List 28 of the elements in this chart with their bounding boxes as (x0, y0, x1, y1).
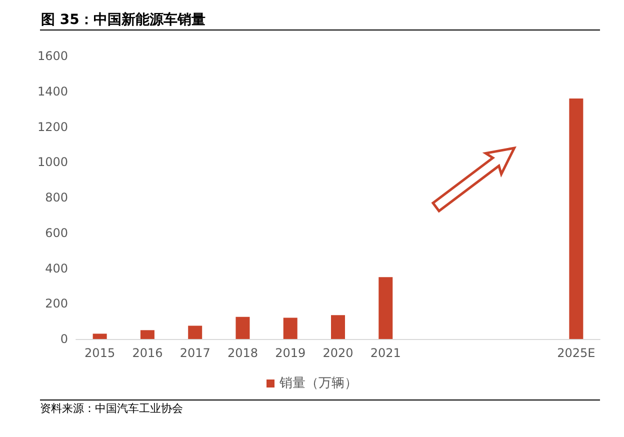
y-tick-label: 0 (60, 332, 68, 346)
x-tick-label: 2016 (132, 346, 163, 360)
y-tick-label: 1000 (37, 155, 68, 170)
chart-title: 图 35：中国新能源车销量 (41, 11, 206, 28)
x-tick-label: 2020 (322, 346, 354, 360)
x-tick-label: 2017 (180, 346, 210, 360)
y-tick-label: 1200 (37, 120, 68, 134)
x-tick-label: 2015 (84, 346, 116, 360)
x-tick-label: 2025E (557, 346, 596, 360)
x-tick-label: 2019 (275, 346, 306, 360)
text: 资料来源：中国汽车工业协会 (40, 402, 183, 415)
y-tick-label: 1600 (37, 49, 68, 63)
bar (331, 315, 345, 339)
bar (569, 98, 584, 339)
bar (188, 326, 202, 339)
y-tick-label: 600 (45, 226, 68, 240)
x-tick-label: 2018 (227, 346, 258, 360)
bar (283, 318, 298, 339)
bar (140, 330, 154, 339)
bar (236, 316, 250, 339)
y-tick-label: 400 (45, 261, 68, 276)
x-tick-label: 2021 (370, 346, 401, 360)
bar (92, 334, 107, 339)
y-tick-label: 800 (45, 190, 68, 204)
y-tick-label: 1400 (37, 84, 68, 98)
legend-label: 销量（万辆） (278, 376, 358, 391)
bar (378, 277, 393, 339)
y-tick-label: 200 (45, 296, 68, 311)
